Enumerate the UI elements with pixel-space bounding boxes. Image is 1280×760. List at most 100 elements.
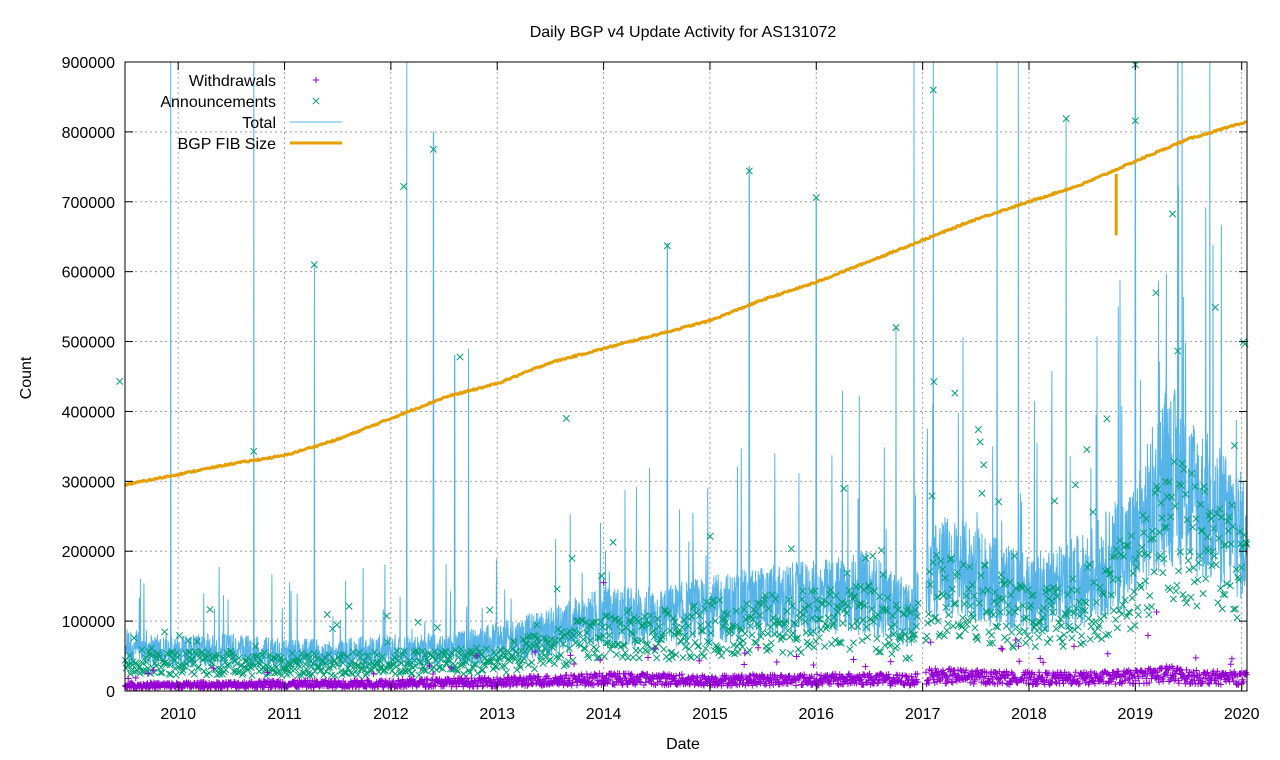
x-axis-label: Date [666, 736, 700, 753]
announcement-point [178, 668, 186, 676]
withdrawal-point [1098, 674, 1106, 682]
announcement-point [697, 627, 705, 635]
withdrawal-spike-point [850, 656, 857, 663]
withdrawal-point [754, 644, 762, 651]
withdrawal-point [948, 678, 955, 686]
withdrawal-point [395, 677, 402, 684]
announcement-point [746, 622, 754, 630]
withdrawal-point [1105, 679, 1112, 686]
announcement-point [974, 426, 982, 434]
announcement-point [142, 658, 150, 666]
announcement-point [1150, 568, 1158, 576]
announcement-point [782, 617, 790, 625]
announcement-point [383, 638, 392, 646]
announcement-point [883, 594, 892, 602]
announcement-point [783, 607, 791, 615]
withdrawal-point [370, 670, 377, 678]
announcement-point [981, 561, 989, 569]
announcement-point [1178, 459, 1186, 468]
withdrawal-point [1104, 650, 1111, 657]
announcement-point [323, 610, 331, 619]
withdrawal-point [571, 674, 579, 682]
announcement-point [235, 654, 243, 662]
announcement-point [422, 667, 430, 675]
withdrawal-point [1214, 668, 1221, 675]
announcement-point [953, 568, 962, 577]
announcement-point [347, 669, 355, 677]
announcement-point [1196, 552, 1204, 560]
announcement-point [1218, 605, 1226, 613]
announcement-point [1007, 591, 1015, 599]
withdrawal-point [893, 671, 900, 679]
announcement-spike-point [812, 194, 820, 202]
announcement-point [1207, 515, 1215, 523]
announcement-point [413, 649, 421, 657]
announcement-point [734, 648, 742, 657]
announcement-point [612, 651, 621, 659]
announcement-point [564, 657, 573, 666]
announcement-point [1056, 634, 1064, 642]
withdrawal-point [1217, 674, 1224, 682]
announcement-point [666, 627, 674, 635]
announcement-point [268, 664, 276, 672]
announcement-point [325, 651, 333, 659]
announcement-point [1149, 535, 1157, 543]
y-tick-label: 100000 [62, 614, 115, 631]
withdrawal-point [581, 682, 589, 689]
withdrawal-point [930, 676, 937, 683]
withdrawal-point [1066, 671, 1074, 679]
announcement-point [685, 645, 693, 653]
announcement-point [1186, 548, 1194, 556]
y-tick-label: 600000 [62, 265, 115, 282]
withdrawal-point [908, 673, 915, 680]
announcement-point [866, 615, 874, 623]
announcement-point [1054, 584, 1062, 593]
announcement-point [690, 601, 698, 609]
announcement-point [222, 666, 230, 674]
withdrawal-point [606, 676, 614, 684]
withdrawal-point [914, 670, 921, 678]
withdrawal-point [1034, 676, 1041, 683]
withdrawal-point [1204, 669, 1211, 676]
announcement-point [1078, 606, 1087, 614]
announcement-point [552, 653, 560, 661]
announcement-point [876, 593, 884, 601]
announcement-point [1122, 541, 1130, 550]
announcement-point [649, 627, 657, 635]
announcement-point [1137, 583, 1145, 592]
announcement-point [948, 585, 956, 593]
announcement-point [1242, 538, 1250, 546]
announcement-point [1069, 575, 1077, 583]
announcement-point [1144, 551, 1152, 559]
withdrawal-point [743, 675, 751, 683]
announcement-spike-point [929, 86, 937, 94]
announcement-point [1029, 618, 1037, 626]
withdrawal-point [925, 679, 933, 687]
announcement-point [945, 611, 953, 619]
announcement-point [994, 623, 1002, 631]
announcement-point [353, 662, 361, 670]
withdrawal-point [604, 680, 611, 687]
announcement-point [193, 638, 201, 646]
announcement-point [913, 612, 921, 620]
announcement-point [1048, 597, 1056, 605]
withdrawal-point [1039, 673, 1046, 681]
announcement-point [1238, 543, 1246, 551]
announcement-point [793, 634, 802, 642]
announcement-point [1002, 622, 1010, 630]
announcement-point [230, 667, 238, 675]
announcement-point [1049, 608, 1057, 616]
announcement-point [905, 654, 913, 662]
withdrawal-point [1071, 673, 1078, 680]
announcement-point [296, 663, 304, 671]
announcement-point [728, 649, 736, 657]
announcement-point [814, 615, 823, 623]
withdrawal-point [1126, 679, 1134, 687]
withdrawal-point [885, 671, 892, 678]
x-tick-label: 2014 [586, 706, 622, 723]
announcement-point [751, 638, 759, 646]
announcement-point [700, 652, 708, 660]
withdrawal-point [996, 668, 1003, 675]
withdrawal-point [949, 679, 956, 686]
withdrawal-point [1003, 668, 1010, 675]
